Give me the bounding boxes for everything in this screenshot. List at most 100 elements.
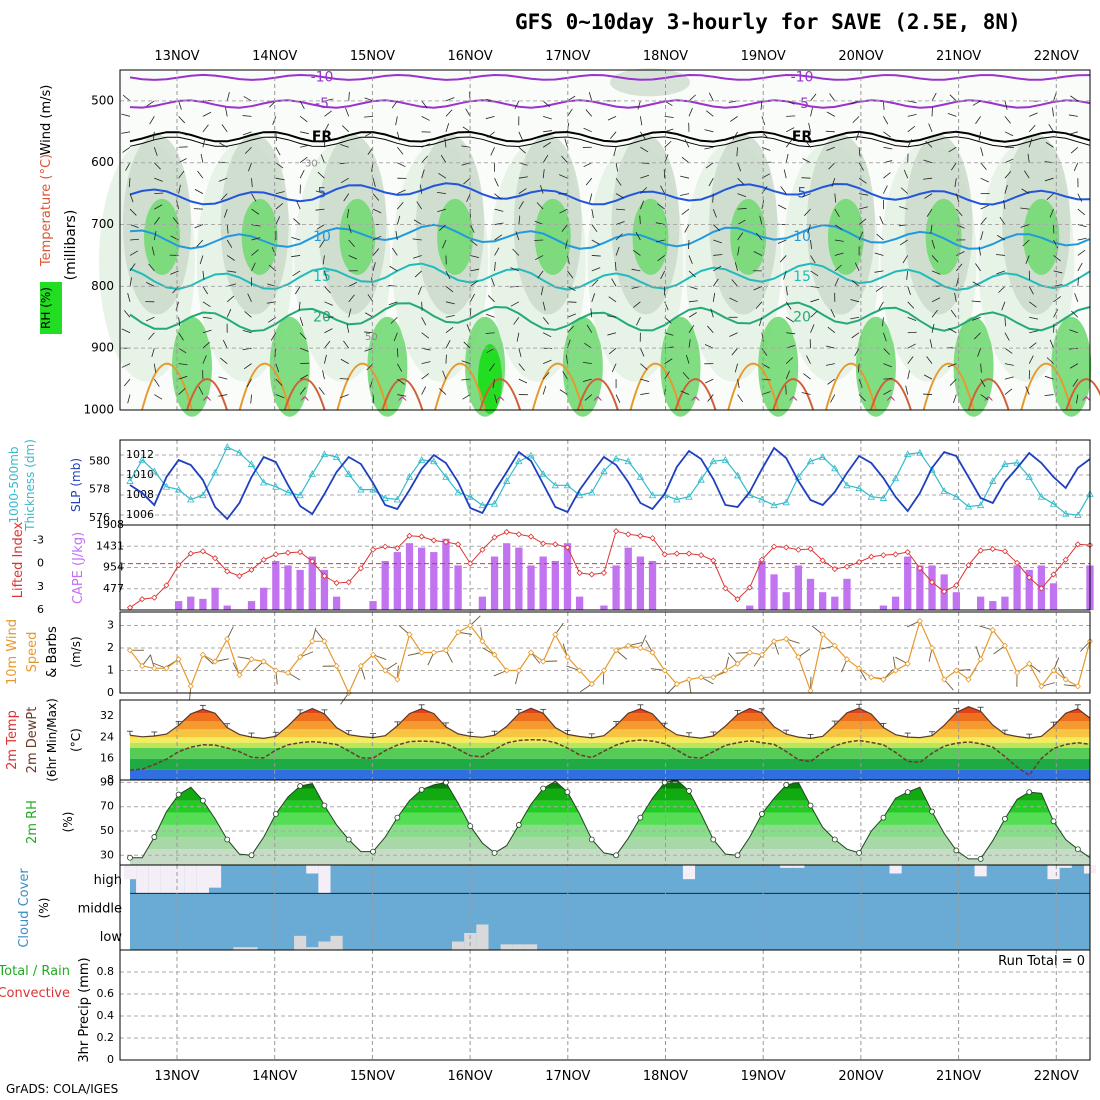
wind-barb xyxy=(1003,200,1006,210)
wind-barb xyxy=(202,124,209,133)
thickness-marker xyxy=(515,457,523,465)
wind-barb xyxy=(121,363,131,368)
wind-barb xyxy=(316,224,325,230)
wind-barb xyxy=(348,239,355,248)
wind-barb xyxy=(542,100,551,108)
day-label-bottom: 14NOV xyxy=(252,1069,297,1084)
cloud-low-bars xyxy=(233,924,538,950)
wind-barb xyxy=(123,378,131,387)
wind-barb xyxy=(149,116,155,125)
wind-barb xyxy=(485,313,495,318)
wind-barb xyxy=(445,286,454,293)
wind-barb xyxy=(567,286,576,291)
wind-barb xyxy=(850,316,860,320)
temp-tick-label: 8 xyxy=(107,773,114,786)
wind-barb xyxy=(251,237,261,241)
wind-barb xyxy=(384,662,398,671)
wind-barb xyxy=(324,286,331,294)
thickness-axis-label: 1000-500mb xyxy=(7,446,21,523)
wind-barb xyxy=(275,131,277,141)
wind-speed-marker xyxy=(175,656,182,663)
cape-bar xyxy=(770,574,778,610)
thickness-marker xyxy=(831,464,839,472)
rh-tick-label: 30 xyxy=(100,848,114,861)
wind-barb xyxy=(731,279,738,287)
wind-barb xyxy=(972,100,981,106)
wind-barb xyxy=(202,341,210,349)
lifted-index-marker xyxy=(1074,541,1081,548)
wind-barb xyxy=(129,193,134,203)
wind-barb xyxy=(1004,317,1006,327)
day-label-top: 17NOV xyxy=(545,49,590,64)
wind-barb xyxy=(607,116,617,121)
cloud-high-bar xyxy=(160,865,173,894)
lifted-index-marker xyxy=(369,546,377,553)
slp-tick-label: 1010 xyxy=(126,468,154,481)
rh-marker xyxy=(248,852,255,859)
wind-speed-marker xyxy=(953,667,960,674)
thickness-marker xyxy=(320,450,329,458)
lifted-index-marker xyxy=(139,596,146,603)
rh-area-green xyxy=(730,198,767,275)
wind-barb xyxy=(202,111,212,117)
wind-barb xyxy=(997,235,1006,241)
lifted-index-marker xyxy=(588,571,595,578)
arc-label: ^ xyxy=(1080,395,1092,411)
wind-barb xyxy=(494,222,504,225)
wind-barb xyxy=(396,215,401,225)
wind-barb xyxy=(783,169,787,179)
wind-barb xyxy=(391,100,398,109)
wind-speed-marker xyxy=(977,656,984,663)
day-label-bottom: 16NOV xyxy=(448,1069,493,1084)
cape-bar xyxy=(1025,569,1033,610)
thickness-marker xyxy=(235,448,244,456)
wind-barb xyxy=(700,676,714,685)
wind-speed-marker xyxy=(649,649,656,656)
lifted-index-marker xyxy=(928,579,936,586)
rh-marker xyxy=(831,836,838,843)
lifted-index-marker xyxy=(941,588,948,595)
wind-barb xyxy=(1070,95,1079,102)
run-total-label: Run Total = 0 xyxy=(998,954,1085,969)
wind-speed-marker xyxy=(807,687,814,694)
thickness-marker xyxy=(308,470,316,477)
wind-barb xyxy=(640,200,644,210)
wind-barb xyxy=(397,147,404,155)
wind-speed-marker xyxy=(284,669,292,676)
wind-barb xyxy=(296,200,301,210)
wind-barb xyxy=(1001,301,1006,311)
wind-barb xyxy=(834,224,843,230)
wind-barb xyxy=(250,394,252,404)
lifted-index-markers xyxy=(126,528,1094,611)
lifted-index-marker xyxy=(394,545,401,552)
wind-barb xyxy=(482,647,495,656)
wind-barb xyxy=(834,239,844,242)
cloud-high-bar xyxy=(1059,865,1072,868)
wind-barb xyxy=(931,270,941,275)
wind-barb xyxy=(534,220,544,225)
wind-barb xyxy=(445,340,451,349)
wind-barb xyxy=(1052,107,1054,117)
wind-barb xyxy=(785,316,795,323)
wind-barb xyxy=(615,193,625,199)
day-label-bottom: 18NOV xyxy=(643,1069,688,1084)
wind-barb xyxy=(251,208,260,215)
wind-barb xyxy=(1004,332,1010,341)
wind-barb xyxy=(218,376,228,380)
thickness-marker xyxy=(381,494,389,501)
day-label-top: 14NOV xyxy=(252,49,297,64)
wind-barb xyxy=(926,208,933,217)
cape-bar xyxy=(952,592,960,610)
thickness-marker xyxy=(478,501,487,509)
isotherm-line xyxy=(129,73,1091,81)
thickness-marker xyxy=(721,455,730,463)
wind-barb xyxy=(851,280,860,287)
wind-barb xyxy=(682,372,690,380)
day-gridlines xyxy=(176,950,1057,1060)
cloud-high-bar xyxy=(196,865,209,894)
wind-barb xyxy=(125,162,131,171)
wind-barb xyxy=(616,208,626,211)
cape-bar xyxy=(296,569,304,610)
wind-barb xyxy=(834,277,839,287)
wind-barb xyxy=(491,277,495,287)
